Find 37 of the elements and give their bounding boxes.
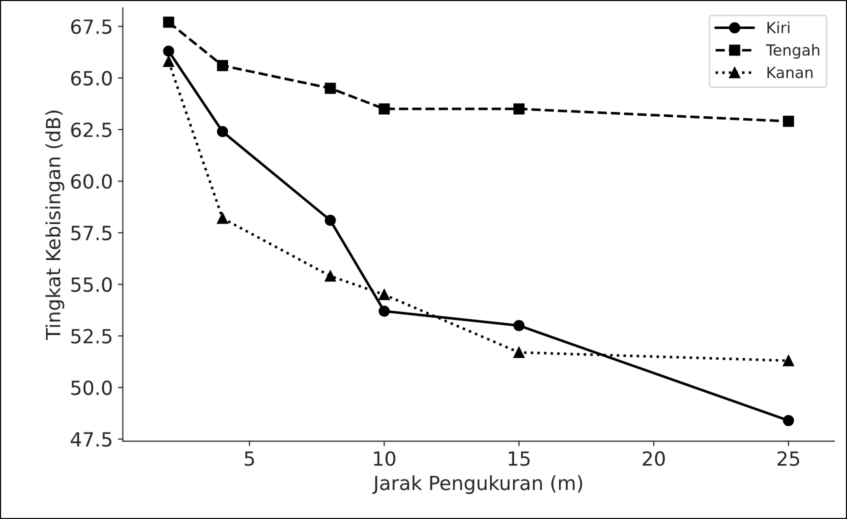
y-tick-label: 55.0	[71, 277, 112, 292]
point	[782, 116, 794, 127]
point	[324, 270, 336, 282]
point	[163, 46, 174, 57]
legend-label: Tengah	[766, 44, 820, 59]
point	[163, 56, 174, 67]
x-tick-label: 25	[778, 451, 800, 466]
point	[378, 103, 390, 114]
y-tick-label: 67.5	[71, 19, 112, 34]
y-tick-label: 60.0	[71, 174, 112, 189]
point	[378, 306, 390, 317]
point	[513, 103, 525, 114]
x-axis-title: Jarak Pengukuran (m)	[372, 475, 582, 494]
legend-label: Kanan	[767, 66, 813, 78]
point	[163, 16, 174, 28]
x-tick-label: 5	[244, 451, 254, 466]
point	[513, 320, 525, 332]
x-tick-label: 10	[374, 451, 396, 466]
point	[216, 126, 228, 138]
y-tick-label: 50.0	[71, 380, 112, 396]
legend-label: Kiri	[767, 22, 790, 34]
x-tick-label: 20	[642, 451, 665, 466]
y-axis-title: Tingkat Kebisingan (dB)	[45, 110, 64, 340]
y-tick-label: 57.5	[71, 226, 112, 240]
point	[513, 346, 525, 358]
x-tick-label: 15	[508, 451, 530, 466]
y-tick-label: 65.0	[71, 70, 112, 86]
y-tick-label: 62.5	[71, 122, 112, 138]
y-tick-label: 52.5	[71, 328, 112, 344]
point	[782, 414, 794, 426]
point	[782, 355, 794, 366]
point	[324, 82, 336, 94]
point	[324, 214, 336, 226]
point	[216, 212, 228, 224]
point	[378, 289, 390, 300]
point	[216, 60, 228, 72]
y-tick-label: 47.5	[70, 432, 112, 447]
